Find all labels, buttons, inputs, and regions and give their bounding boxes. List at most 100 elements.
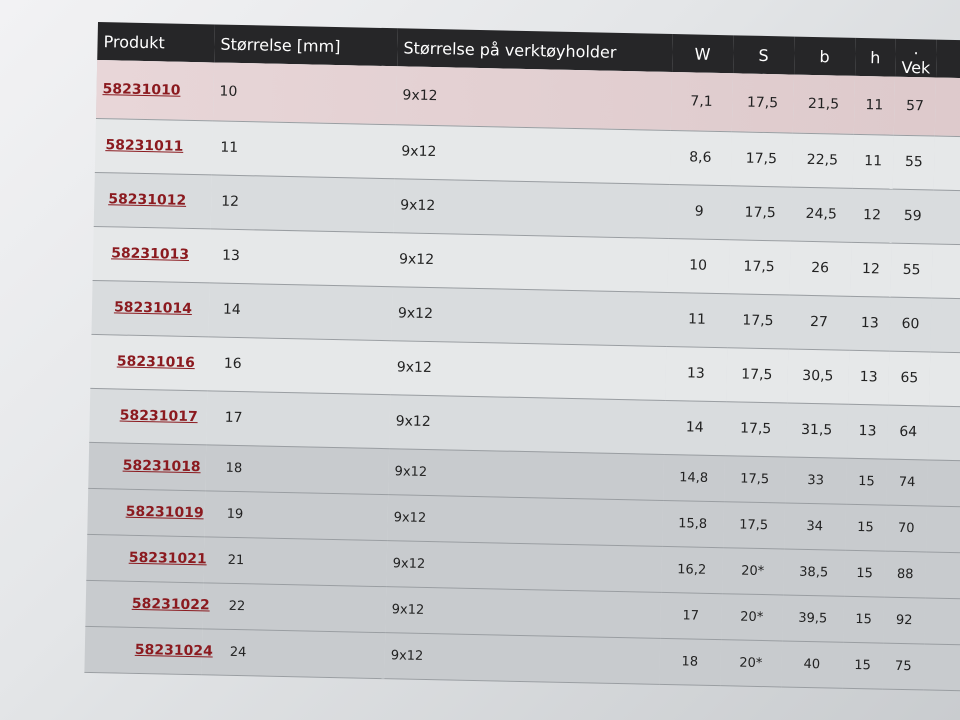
cell-weight: 55 xyxy=(902,261,921,279)
cell-h: 15 xyxy=(858,473,875,489)
cell-b: 34 xyxy=(806,518,824,534)
cell-w: 17 xyxy=(682,607,700,624)
cell-size: 22 xyxy=(228,598,246,614)
header-s: S xyxy=(758,45,769,65)
cell-s: 20* xyxy=(741,563,765,579)
cell-h: 13 xyxy=(859,369,878,386)
cell-s: 20* xyxy=(740,609,764,625)
cell-w: 14 xyxy=(685,419,704,436)
cell-holder: 9x12 xyxy=(391,601,425,618)
cell-s: 17,5 xyxy=(744,204,776,222)
cell-extra xyxy=(935,78,960,137)
header-w: W xyxy=(694,44,711,64)
cell-weight: 74 xyxy=(898,474,916,490)
cell-h: 12 xyxy=(861,261,881,278)
cell-extra xyxy=(925,551,960,598)
product-link[interactable]: 58231018 xyxy=(122,457,201,476)
product-link[interactable]: 58231011 xyxy=(105,137,184,155)
cell-b: 33 xyxy=(807,472,825,488)
product-link[interactable]: 58231013 xyxy=(110,245,190,263)
cell-w: 16,2 xyxy=(677,561,707,578)
product-link[interactable]: 58231017 xyxy=(119,407,198,426)
cell-size: 21 xyxy=(227,552,245,568)
cell-h: 15 xyxy=(855,611,873,627)
cell-weight: 88 xyxy=(896,566,914,582)
cell-w: 14,8 xyxy=(679,469,709,486)
cell-h: 15 xyxy=(857,519,874,535)
cell-extra xyxy=(929,352,960,407)
cell-w: 13 xyxy=(686,365,705,382)
product-table: Produkt Størrelse [mm] Størrelse på verk… xyxy=(84,22,960,691)
cell-s: 17,5 xyxy=(739,517,769,533)
cell-s: 17,5 xyxy=(742,312,774,330)
cell-product: 58231022 xyxy=(85,580,210,628)
cell-h: 12 xyxy=(862,207,882,224)
product-link[interactable]: 58231010 xyxy=(102,80,181,99)
cell-weight: 65 xyxy=(900,369,919,387)
cell-extra: 0 xyxy=(923,643,960,690)
cell-w: 9 xyxy=(694,203,704,220)
cell-size: 10 xyxy=(219,83,238,100)
cell-b: 21,5 xyxy=(807,95,840,113)
cell-product: 58231016 xyxy=(90,334,208,390)
cell-product: 58231018 xyxy=(88,442,206,490)
cell-h: 11 xyxy=(865,96,884,114)
cell-s: 17,5 xyxy=(743,258,775,276)
cell-b: 40 xyxy=(803,656,821,672)
cell-holder: 9x12 xyxy=(397,305,434,323)
cell-weight: 55 xyxy=(904,153,923,171)
product-link[interactable]: 58231024 xyxy=(134,641,213,660)
cell-weight: 57 xyxy=(905,97,925,115)
header-weight: . Vek xyxy=(901,39,931,78)
cell-weight: 92 xyxy=(895,612,913,628)
product-link[interactable]: 58231012 xyxy=(108,191,187,209)
cell-b: 31,5 xyxy=(800,421,833,439)
cell-extra xyxy=(931,244,960,299)
cell-weight: 59 xyxy=(903,207,922,225)
cell-product: 58231021 xyxy=(86,534,207,582)
cell-product: 58231010 xyxy=(96,60,214,120)
cell-b: 27 xyxy=(809,313,829,331)
cell-holder: 9x12 xyxy=(402,87,438,104)
cell-holder: 9x12 xyxy=(398,251,435,269)
cell-s: 17,5 xyxy=(745,150,778,168)
cell-product: 58231012 xyxy=(94,172,212,228)
cell-h: 15 xyxy=(856,565,873,581)
cell-size: 13 xyxy=(221,247,241,265)
cell-b: 38,5 xyxy=(799,564,829,580)
cell-h: 11 xyxy=(864,153,883,170)
cell-weight: 64 xyxy=(899,423,918,441)
cell-size: 24 xyxy=(229,644,247,660)
cell-w: 15,8 xyxy=(678,515,708,532)
cell-holder: 9x12 xyxy=(393,509,427,526)
cell-w: 11 xyxy=(687,311,707,328)
cell-holder: 9x12 xyxy=(395,413,431,431)
cell-b: 22,5 xyxy=(806,151,839,169)
cell-extra xyxy=(930,298,960,353)
product-link[interactable]: 58231016 xyxy=(116,353,195,372)
cell-size: 11 xyxy=(220,139,239,156)
cell-w: 18 xyxy=(681,653,699,670)
cell-holder: 9x12 xyxy=(394,463,428,480)
cell-weight: 60 xyxy=(901,315,920,333)
header-produkt: Produkt xyxy=(103,31,166,52)
cell-product: 58231011 xyxy=(95,118,213,174)
cell-holder: 9x12 xyxy=(390,647,424,664)
cell-product: 58231017 xyxy=(89,388,207,444)
product-link[interactable]: 58231021 xyxy=(128,549,207,568)
header-size: Størrelse [mm] xyxy=(220,34,341,56)
header-b: b xyxy=(819,46,830,66)
cell-w: 7,1 xyxy=(690,93,713,110)
product-link[interactable]: 58231022 xyxy=(131,595,210,614)
product-link[interactable]: 58231019 xyxy=(125,503,204,522)
cell-s: 17,5 xyxy=(746,94,779,112)
cell-product: 58231013 xyxy=(93,226,211,282)
cell-extra xyxy=(926,505,960,552)
cell-size: 14 xyxy=(222,301,241,319)
cell-b: 30,5 xyxy=(802,367,834,385)
product-link[interactable]: 58231014 xyxy=(113,299,193,318)
cell-size: 12 xyxy=(221,193,240,210)
cell-extra xyxy=(928,405,960,460)
cell-s: 17,5 xyxy=(741,366,773,384)
cell-s: 17,5 xyxy=(740,471,770,487)
